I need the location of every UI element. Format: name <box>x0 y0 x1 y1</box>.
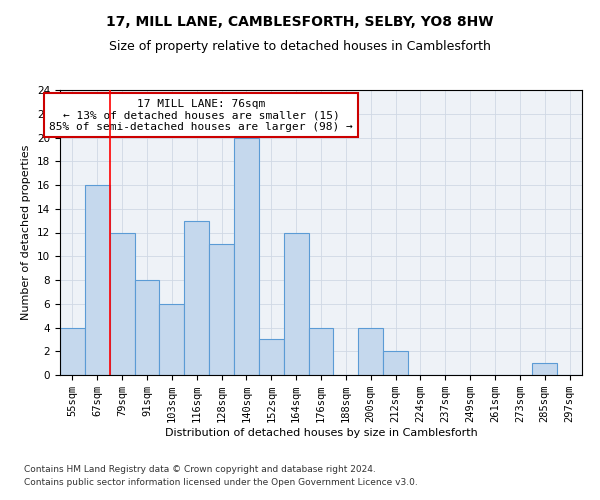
Bar <box>160 304 184 375</box>
Bar <box>308 328 334 375</box>
Bar <box>284 232 308 375</box>
X-axis label: Distribution of detached houses by size in Camblesforth: Distribution of detached houses by size … <box>164 428 478 438</box>
Bar <box>184 220 209 375</box>
Text: Size of property relative to detached houses in Camblesforth: Size of property relative to detached ho… <box>109 40 491 53</box>
Bar <box>209 244 234 375</box>
Bar <box>259 340 284 375</box>
Text: Contains HM Land Registry data © Crown copyright and database right 2024.: Contains HM Land Registry data © Crown c… <box>24 466 376 474</box>
Y-axis label: Number of detached properties: Number of detached properties <box>22 145 31 320</box>
Bar <box>110 232 134 375</box>
Bar <box>383 351 408 375</box>
Text: Contains public sector information licensed under the Open Government Licence v3: Contains public sector information licen… <box>24 478 418 487</box>
Bar <box>60 328 85 375</box>
Text: 17, MILL LANE, CAMBLESFORTH, SELBY, YO8 8HW: 17, MILL LANE, CAMBLESFORTH, SELBY, YO8 … <box>106 15 494 29</box>
Bar <box>532 363 557 375</box>
Bar <box>358 328 383 375</box>
Text: 17 MILL LANE: 76sqm
← 13% of detached houses are smaller (15)
85% of semi-detach: 17 MILL LANE: 76sqm ← 13% of detached ho… <box>49 98 353 132</box>
Bar <box>85 185 110 375</box>
Bar <box>234 138 259 375</box>
Bar <box>134 280 160 375</box>
